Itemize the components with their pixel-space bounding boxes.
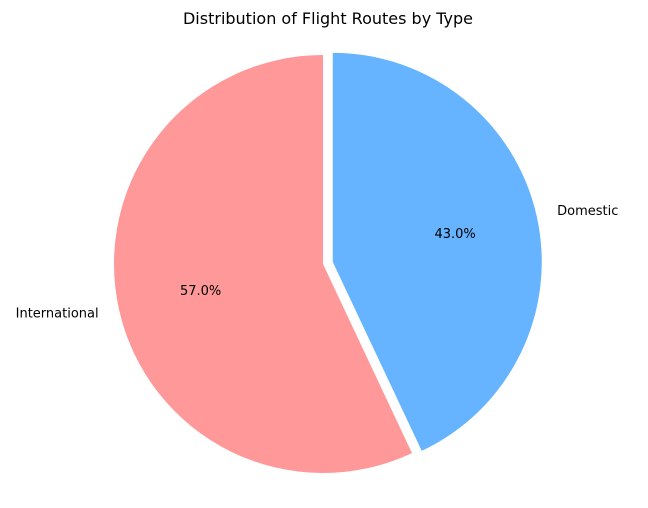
slice-label-domestic: Domestic — [557, 204, 618, 219]
slice-percent-international: 57.0% — [180, 284, 221, 299]
slice-percent-domestic: 43.0% — [434, 227, 475, 242]
pie-slice-domestic — [332, 52, 542, 451]
pie-slice-international — [113, 55, 412, 473]
pie-slices — [113, 52, 542, 473]
slice-label-international: International — [16, 307, 99, 322]
pie-labels: Domestic 43.0% International 57.0% — [16, 204, 619, 321]
chart-title: Distribution of Flight Routes by Type — [183, 9, 473, 28]
